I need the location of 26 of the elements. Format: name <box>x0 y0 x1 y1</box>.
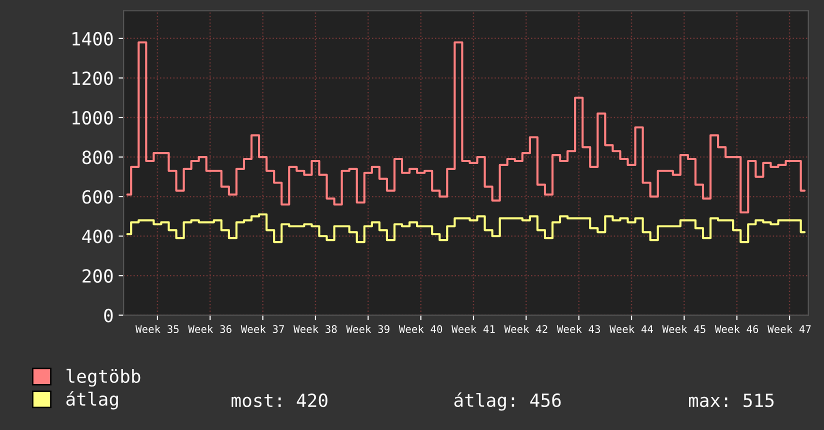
x-tick-label: Week 37 <box>240 324 284 334</box>
x-tick-label: Week 36 <box>188 324 232 334</box>
x-tick-label: Week 43 <box>556 324 600 334</box>
legend-label: átlag <box>66 391 118 410</box>
y-tick-label: 400 <box>82 230 113 244</box>
y-tick-label: 1000 <box>72 111 113 125</box>
y-tick-label: 200 <box>82 269 113 283</box>
x-tick-label: Week 47 <box>768 324 811 334</box>
x-tick-label: Week 39 <box>346 324 390 334</box>
x-tick-label: Week 42 <box>504 324 548 334</box>
y-tick-label: 0 <box>104 308 113 322</box>
x-tick-label: Week 38 <box>294 324 337 334</box>
x-tick-label: Week 46 <box>714 324 758 334</box>
x-tick-label: Week 41 <box>452 324 495 334</box>
y-tick-label: 1400 <box>72 32 113 46</box>
legend-label: legtöbb <box>66 368 140 387</box>
text: átlag: 456 <box>454 392 561 411</box>
y-tick-label: 800 <box>82 150 113 164</box>
y-tick-label: 600 <box>82 190 113 204</box>
x-tick-label: Week 45 <box>662 324 706 334</box>
y-tick-label: 1200 <box>72 71 113 86</box>
x-tick-label: Week 40 <box>398 324 442 334</box>
text: most: 420 <box>232 393 328 408</box>
x-tick-label: Week 44 <box>610 324 653 334</box>
x-tick-label: Week 35 <box>136 324 179 334</box>
text: max: 515 <box>689 394 774 408</box>
